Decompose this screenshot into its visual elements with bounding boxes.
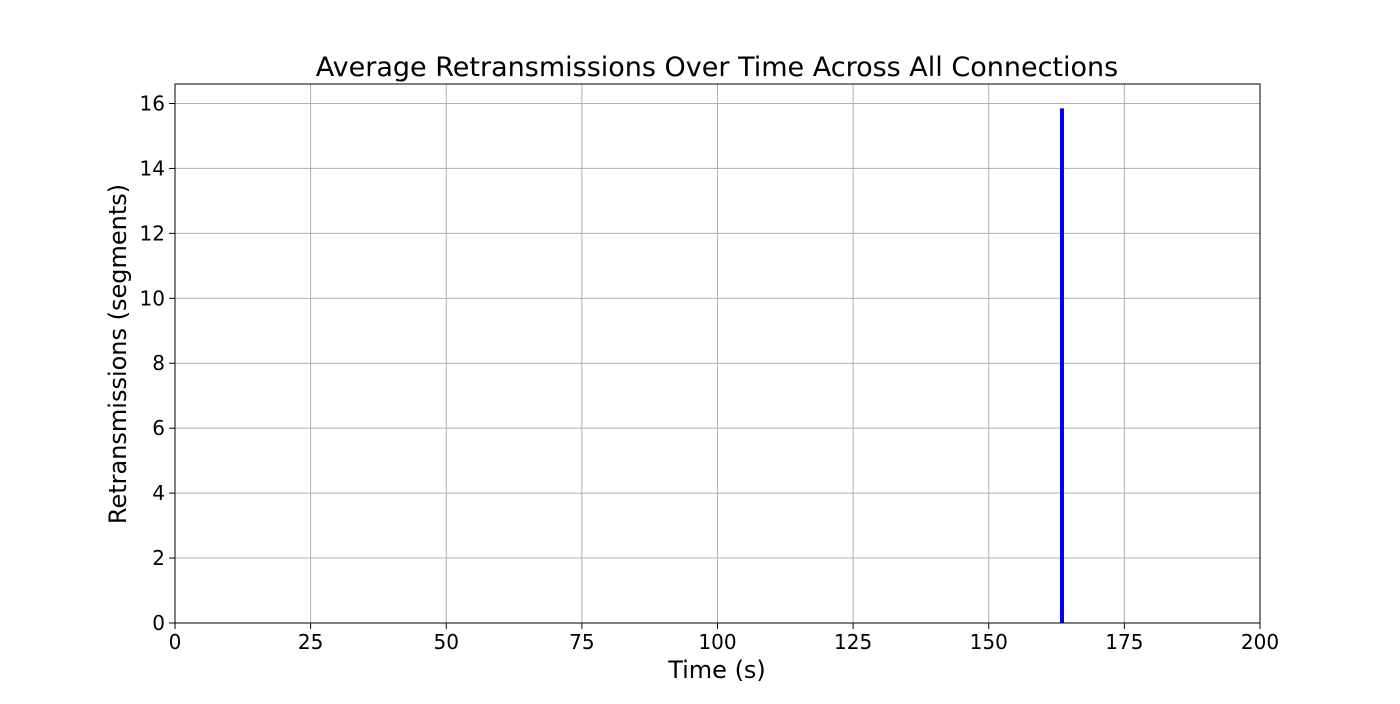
x-tick-label: 75 [569,630,594,654]
x-tick-label: 100 [698,630,736,654]
x-axis-label: Time (s) [667,656,766,684]
y-tick-label: 14 [140,156,165,180]
x-tick-label: 175 [1105,630,1143,654]
x-tick-label: 0 [169,630,182,654]
x-tick-label: 150 [970,630,1008,654]
grid [174,84,1261,624]
bars [1059,108,1064,623]
x-tick-label: 125 [834,630,872,654]
y-axis-ticks: 0 2 4 6 8 10 12 14 16 [140,91,175,635]
chart-title: Average Retransmissions Over Time Across… [316,52,1118,83]
x-axis-ticks: 0 25 50 75 100 125 150 175 200 [169,623,1279,654]
y-tick-label: 16 [140,91,165,115]
x-tick-label: 25 [298,630,323,654]
y-tick-label: 2 [152,546,165,570]
y-tick-label: 12 [140,221,165,245]
y-tick-label: 0 [152,611,165,635]
y-tick-label: 10 [140,286,165,310]
y-tick-label: 6 [152,416,165,440]
y-tick-label: 4 [152,481,165,505]
x-tick-label: 200 [1241,630,1279,654]
y-axis-label: Retransmissions (segments) [104,184,132,524]
y-tick-label: 8 [152,351,165,375]
retransmission-bar [1059,108,1064,623]
x-tick-label: 50 [434,630,459,654]
